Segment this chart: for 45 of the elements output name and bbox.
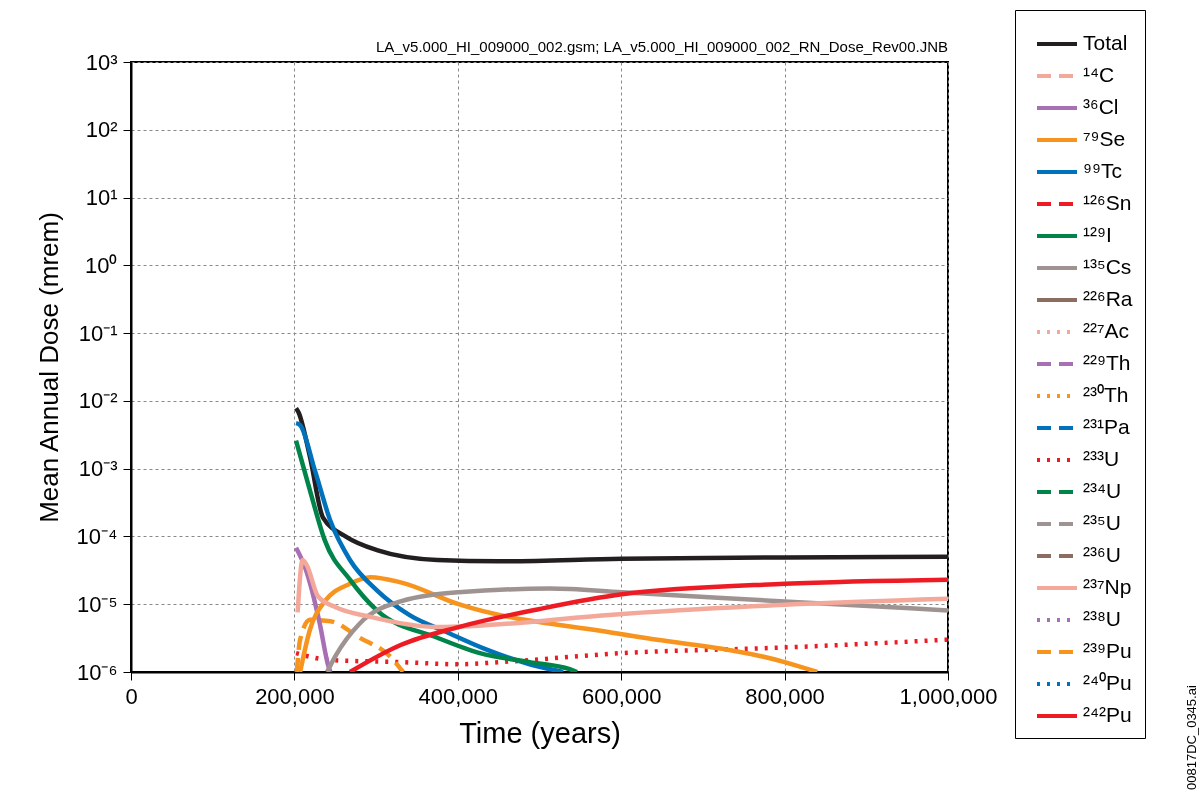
y-axis-title: Mean Annual Dose (mrem) — [33, 212, 64, 523]
legend-label: ²³⁶U — [1083, 543, 1121, 566]
legend-label: ³⁶Cl — [1083, 95, 1119, 118]
x-tick-label: 1,000,000 — [899, 683, 998, 709]
line-series — [295, 557, 948, 630]
legend-label: ²³³U — [1083, 447, 1120, 470]
text: 00817DC_0345.ai — [1184, 685, 1199, 790]
line-series — [297, 575, 820, 672]
text: LA_v5.000_HI_009000_002.gsm; LA_v5.000_HI_009000_002_RN_Dose_Rev00.JNB — [375, 38, 948, 55]
legend-label: ²³⁷Np — [1083, 575, 1132, 598]
y-tick-label: 10⁻³ — [78, 456, 118, 482]
legend-label: Total — [1083, 31, 1128, 54]
y-tick-label: 10⁻⁵ — [76, 591, 118, 617]
x-tick-label: 200,000 — [255, 683, 335, 709]
line-series — [293, 405, 948, 564]
legend-label: ¹²⁹I — [1083, 223, 1112, 246]
y-tick-label: 10⁻² — [78, 388, 118, 414]
legend-label: ²³⁰Th — [1083, 383, 1129, 406]
legend-label: ⁷⁹Se — [1083, 127, 1126, 150]
x-tick-label: 0 — [125, 683, 138, 709]
y-tick-label: 10³ — [85, 49, 118, 75]
y-tick-label: 10⁻⁴ — [76, 523, 118, 549]
legend-label: ⁹⁹Tc — [1083, 159, 1122, 182]
x-axis-title: Time (years) — [459, 716, 621, 749]
x-tick-label: 400,000 — [418, 683, 499, 709]
legend-label: ²³⁵U — [1083, 511, 1121, 534]
y-tick-label: 10² — [85, 117, 118, 143]
legend-label: ²³⁹Pu — [1083, 639, 1132, 662]
legend-label: ²²⁹Th — [1083, 351, 1131, 374]
legend-label: ²⁴²Pu — [1083, 703, 1132, 726]
legend-label: ¹⁴C — [1083, 63, 1115, 86]
legend-label: ²²⁷Ac — [1083, 319, 1130, 342]
x-tick-label: 800,000 — [745, 683, 825, 709]
y-tick-label: 10⁰ — [85, 252, 118, 278]
legend-label: ²³¹Pa — [1083, 415, 1130, 438]
legend-label: ¹³⁵Cs — [1083, 255, 1132, 278]
legend-label: ¹²⁶Sn — [1083, 191, 1132, 214]
legend-label: ²⁴⁰Pu — [1083, 671, 1132, 694]
x-tick-label: 600,000 — [581, 683, 662, 709]
legend-label: ²²⁶Ra — [1083, 287, 1133, 310]
legend-label: ²³⁸U — [1083, 607, 1122, 630]
y-tick-label: 10¹ — [85, 185, 118, 211]
legend-label: ²³⁴U — [1083, 479, 1122, 502]
y-tick-label: 10⁻¹ — [78, 320, 118, 346]
y-tick-label: 10⁻⁶ — [76, 659, 118, 685]
